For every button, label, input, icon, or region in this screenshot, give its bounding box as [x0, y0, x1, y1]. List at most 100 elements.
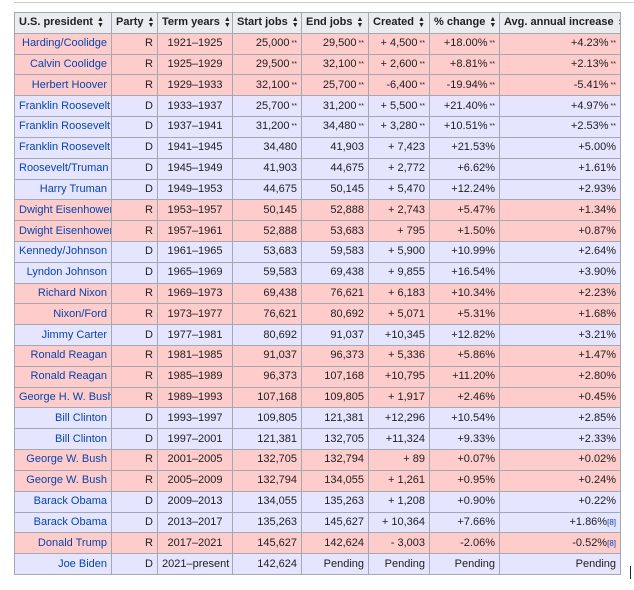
jobs-by-president-table: U.S. president ▲ ▼ Party ▲ ▼ Term years ▲ ▼ Start… — [14, 12, 621, 575]
header-party[interactable]: Party ▲ ▼ — [111, 12, 158, 34]
header-created[interactable]: Created ▲ ▼ — [368, 12, 430, 34]
avg-annual-increase-cell: -5.41% ** — [499, 74, 621, 97]
sort-arrows-icon[interactable]: ▲▼ — [96, 15, 104, 29]
end-jobs-cell: 109,805 — [301, 386, 369, 409]
president-link[interactable]: George W. Bush — [26, 453, 107, 466]
avg-annual-increase-cell: +0.87% — [499, 220, 621, 242]
created-cell: + 1,917 — [368, 386, 430, 409]
president-link[interactable]: George W. Bush — [26, 474, 107, 487]
cell-value: R — [145, 307, 153, 320]
president-link[interactable]: Richard Nixon — [37, 286, 107, 299]
cell-value: 109,805 — [257, 411, 297, 424]
president-link[interactable]: Kennedy/Johnson — [19, 245, 108, 258]
president-link[interactable]: Barack Obama — [33, 495, 107, 508]
president-link[interactable]: Bill Clinton — [55, 432, 107, 445]
sort-arrows-icon[interactable]: ▲▼ — [147, 15, 155, 29]
cell-value: + 2,743 — [387, 203, 425, 216]
sort-arrows-icon[interactable]: ▲▼ — [223, 15, 231, 29]
created-cell: + 6,183 — [368, 282, 430, 305]
header-president[interactable]: U.S. president ▲ ▼ — [14, 12, 112, 34]
page-top-divider — [14, 2, 634, 3]
header-start-jobs[interactable]: Start jobs ▲ ▼ — [232, 12, 302, 34]
start-jobs-cell: 44,675 — [232, 178, 302, 201]
cell-value: D — [145, 432, 153, 445]
sort-arrows-icon[interactable]: ▲▼ — [417, 15, 425, 29]
header-avg-annual-increase[interactable]: Avg. annual increase ▲▼ — [499, 12, 621, 34]
cell-value: D — [145, 515, 153, 528]
sort-arrows-icon[interactable]: ▲▼ — [489, 15, 497, 29]
cell-value: 76,621 — [330, 286, 364, 299]
sort-arrows-icon[interactable]: ▲▼ — [291, 15, 299, 29]
sort-arrows-icon[interactable]: ▲▼ — [618, 16, 620, 29]
percent-change-cell: +12.24% — [429, 178, 500, 201]
president-cell: Franklin Roosevelt — [14, 95, 112, 118]
header-term-years[interactable]: Term years ▲ ▼ — [157, 12, 233, 34]
citation-link[interactable]: [8] — [607, 538, 616, 548]
cell-value: +0.24% — [578, 474, 616, 487]
president-link[interactable]: Franklin Roosevelt — [19, 141, 111, 154]
party-cell: R — [111, 386, 158, 409]
end-jobs-cell: 59,583 — [301, 240, 369, 263]
president-link[interactable]: Harry Truman — [39, 182, 107, 195]
president-link[interactable]: Dwight Eisenhower — [19, 203, 112, 216]
avg-annual-increase-cell: +2.85% — [499, 407, 621, 430]
president-link[interactable]: Harding/Coolidge — [22, 37, 107, 50]
percent-change-cell: +0.90% — [429, 490, 500, 513]
start-jobs-cell: 25,700 ** — [232, 95, 302, 118]
president-cell: George W. Bush — [14, 469, 112, 492]
president-link[interactable]: Franklin Roosevelt — [19, 120, 111, 133]
avg-annual-increase-cell: +2.13% ** — [499, 53, 621, 76]
party-cell: D — [111, 407, 158, 430]
president-link[interactable]: Dwight Eisenhower — [19, 224, 112, 237]
avg-annual-increase-cell: +0.24% — [499, 469, 621, 492]
president-link[interactable]: Lyndon Johnson — [26, 266, 107, 279]
president-link[interactable]: Jimmy Carter — [41, 328, 107, 341]
president-link[interactable]: Ronald Reagan — [30, 349, 107, 362]
president-link[interactable]: Franklin Roosevelt — [19, 99, 111, 112]
president-link[interactable]: Roosevelt/Truman — [19, 162, 109, 175]
cell-value: +1.50% — [457, 224, 495, 237]
cell-value: 29,500 — [322, 37, 357, 50]
party-cell: R — [111, 53, 158, 76]
president-link[interactable]: Bill Clinton — [55, 411, 107, 424]
cell-value: 2001–2005 — [167, 453, 223, 466]
president-cell: Kennedy/Johnson — [14, 240, 112, 263]
president-link[interactable]: Herbert Hoover — [31, 78, 107, 91]
president-cell: Barack Obama — [14, 511, 112, 534]
president-link[interactable]: Barack Obama — [33, 515, 107, 528]
header-row: U.S. president ▲ ▼ Party ▲ ▼ Term years ▲ ▼ Start… — [14, 12, 621, 34]
president-link[interactable]: Nixon/Ford — [53, 307, 107, 320]
end-jobs-cell: 44,675 — [301, 157, 369, 180]
percent-change-cell: +0.95% — [429, 469, 500, 492]
cell-value: +0.02% — [578, 453, 616, 466]
president-link[interactable]: George H. W. Bush — [19, 391, 112, 404]
estimate-marker: ** — [610, 123, 616, 131]
header-end-jobs[interactable]: End jobs ▲ ▼ — [301, 12, 369, 34]
sort-arrows-icon[interactable]: ▲▼ — [356, 15, 364, 29]
cell-value: 134,055 — [324, 474, 364, 487]
cell-value: +21.40% — [443, 99, 488, 112]
president-link[interactable]: Calvin Coolidge — [29, 58, 107, 71]
cell-value: 2013–2017 — [167, 515, 223, 528]
cell-value: Pending — [575, 557, 616, 570]
cell-value: 1945–1949 — [167, 162, 223, 175]
header-percent-change[interactable]: % change ▲ ▼ — [429, 12, 500, 34]
president-link[interactable]: Donald Trump — [37, 536, 107, 549]
start-jobs-cell: 121,381 — [232, 428, 302, 451]
cell-value: 2009–2013 — [167, 495, 223, 508]
president-link[interactable]: Joe Biden — [58, 557, 107, 570]
estimate-marker: ** — [489, 61, 495, 69]
start-jobs-cell: 31,200 ** — [232, 116, 302, 138]
president-cell: Franklin Roosevelt — [14, 136, 112, 159]
table-row: Bill Clinton D 1997–2001 121,381 132,705 +11,… — [14, 428, 621, 451]
citation-link[interactable]: [8] — [607, 517, 616, 527]
avg-annual-increase-cell: +2.93% — [499, 178, 621, 201]
cell-value: +16.54% — [451, 266, 495, 279]
start-jobs-cell: 59,583 — [232, 261, 302, 284]
president-link[interactable]: Ronald Reagan — [30, 370, 107, 383]
cell-value: 121,381 — [257, 432, 297, 445]
president-cell: Herbert Hoover — [14, 74, 112, 97]
percent-change-cell: +10.34% — [429, 282, 500, 305]
percent-change-cell: +11.20% — [429, 365, 500, 388]
cell-value: 1953–1957 — [167, 203, 223, 216]
